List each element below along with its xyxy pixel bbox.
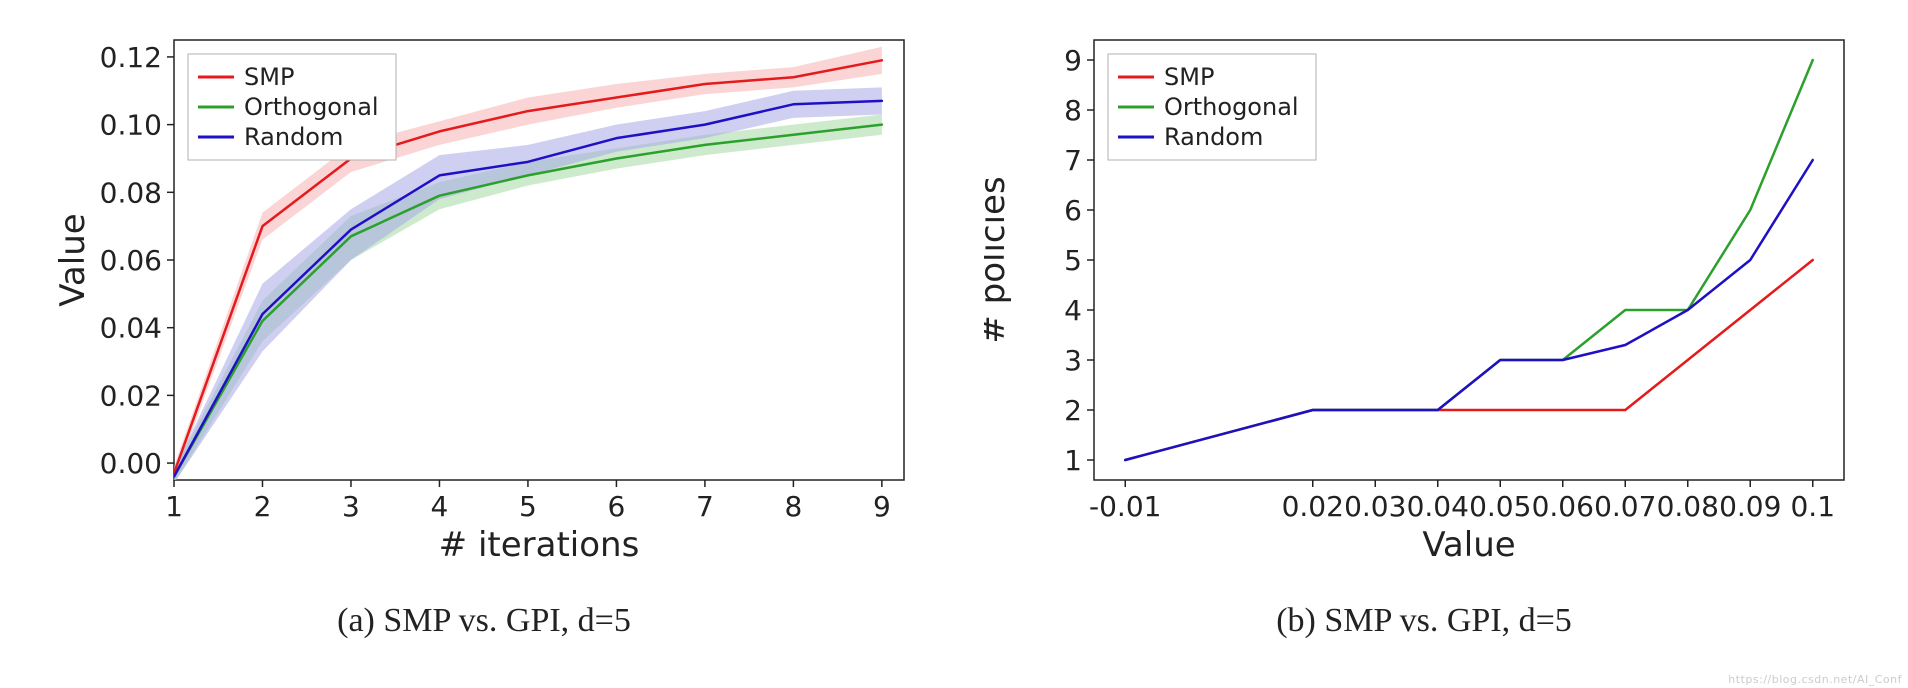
svg-text:0.06: 0.06 (1532, 490, 1594, 523)
plot-left: 1 2 3 4 5 6 7 8 9 0.00 0.02 0.04 0.06 0.08 0.10 0.12 # i… (44, 20, 924, 584)
svg-text:0.08: 0.08 (1657, 490, 1719, 523)
svg-text:0.02: 0.02 (100, 379, 162, 412)
svg-text:6: 6 (1064, 194, 1082, 227)
svg-text:6: 6 (608, 490, 626, 523)
svg-text:Orthogonal: Orthogonal (244, 93, 379, 121)
svg-text:4: 4 (431, 490, 449, 523)
figure-row: 1234567890.000.020.040.060.080.100.12# i… (20, 20, 1888, 640)
svg-text:0.1: 0.1 (1790, 490, 1835, 523)
svg-text:0.04: 0.04 (100, 312, 162, 345)
svg-text:0.02: 0.02 (1282, 490, 1344, 523)
panel-left: 1 2 3 4 5 6 7 8 9 0.00 0.02 0.04 0.06 0.08 0.10 0.12 # i… (44, 20, 924, 640)
svg-text:Random: Random (1164, 123, 1263, 151)
svg-text:3: 3 (342, 490, 360, 523)
svg-text:0.06: 0.06 (100, 244, 162, 277)
svg-text:7: 7 (696, 490, 714, 523)
svg-text:0.09: 0.09 (1719, 490, 1781, 523)
svg-text:Random: Random (244, 123, 343, 151)
svg-text:5: 5 (1064, 244, 1082, 277)
svg-text:Orthogonal: Orthogonal (1164, 93, 1299, 121)
svg-text:# iterations: # iterations (439, 525, 640, 565)
svg-text:1: 1 (165, 490, 183, 523)
svg-text:SMP: SMP (244, 63, 294, 91)
svg-text:0.00: 0.00 (100, 447, 162, 480)
svg-text:0.10: 0.10 (100, 109, 162, 142)
svg-text:0.05: 0.05 (1469, 490, 1531, 523)
svg-text:0.03: 0.03 (1344, 490, 1406, 523)
caption-left: (a) SMP vs. GPI, d=5 (337, 602, 631, 640)
caption-right: (b) SMP vs. GPI, d=5 (1276, 602, 1572, 640)
svg-text:0.04: 0.04 (1407, 490, 1469, 523)
svg-text:0.12: 0.12 (100, 41, 162, 74)
svg-text:2: 2 (1064, 394, 1082, 427)
svg-text:0.07: 0.07 (1594, 490, 1656, 523)
svg-text:3: 3 (1064, 344, 1082, 377)
svg-text:SMP: SMP (1164, 63, 1214, 91)
svg-text:# policies: # policies (984, 176, 1013, 343)
svg-text:7: 7 (1064, 144, 1082, 177)
svg-text:8: 8 (1064, 94, 1082, 127)
svg-text:5: 5 (519, 490, 537, 523)
svg-text:9: 9 (873, 490, 891, 523)
svg-text:-0.01: -0.01 (1089, 490, 1161, 523)
svg-text:2: 2 (254, 490, 272, 523)
svg-text:0.08: 0.08 (100, 176, 162, 209)
svg-text:8: 8 (784, 490, 802, 523)
svg-text:4: 4 (1064, 294, 1082, 327)
plot-right: -0.01 0.020.030.040.050.060.070.080.09 0.… (984, 20, 1864, 584)
watermark-text: https://blog.csdn.net/AI_Conf (1728, 673, 1902, 686)
chart-left: 1 2 3 4 5 6 7 8 9 0.00 0.02 0.04 0.06 0.08 0.10 0.12 # i… (44, 20, 924, 580)
svg-text:1: 1 (1064, 444, 1082, 477)
svg-text:Value: Value (1422, 525, 1515, 565)
svg-text:9: 9 (1064, 44, 1082, 77)
chart-right: -0.01 0.020.030.040.050.060.070.080.09 0.… (984, 20, 1864, 580)
panel-right: -0.01 0.020.030.040.050.060.070.080.09 0.… (984, 20, 1864, 640)
svg-text:Value: Value (53, 213, 93, 306)
